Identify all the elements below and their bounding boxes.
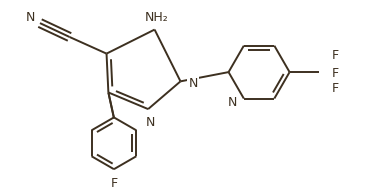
Text: N: N [189, 77, 198, 90]
Text: N: N [145, 116, 155, 129]
Text: N: N [228, 96, 237, 109]
Text: F: F [332, 67, 339, 80]
Text: N: N [26, 11, 35, 24]
Text: F: F [332, 82, 339, 95]
Text: F: F [110, 177, 117, 188]
Text: NH₂: NH₂ [145, 11, 168, 24]
Text: F: F [332, 49, 339, 62]
